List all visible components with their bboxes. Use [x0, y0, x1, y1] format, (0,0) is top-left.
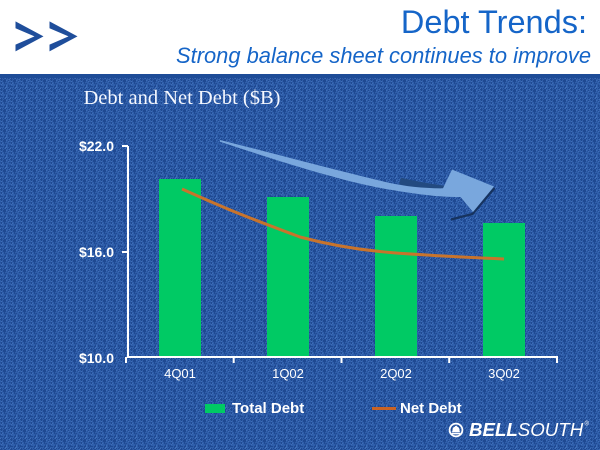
svg-text:®: ® [585, 421, 590, 428]
svg-text:BELLSOUTH: BELLSOUTH [469, 419, 584, 440]
